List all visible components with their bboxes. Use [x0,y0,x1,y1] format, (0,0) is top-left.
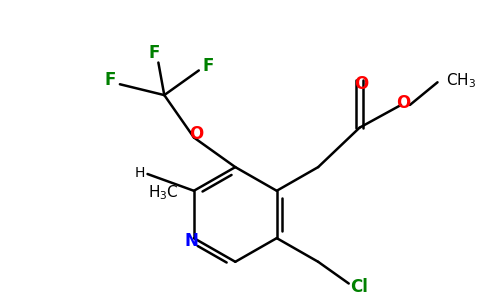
Text: O: O [354,75,369,93]
Text: Cl: Cl [349,278,367,296]
Text: H: H [134,166,145,180]
Text: F: F [149,44,160,62]
Text: $\mathregular{H_3C}$: $\mathregular{H_3C}$ [149,183,179,202]
Text: N: N [185,232,199,250]
Text: O: O [189,124,203,142]
Text: O: O [396,94,410,112]
Text: $\mathregular{CH_3}$: $\mathregular{CH_3}$ [446,71,477,90]
Text: F: F [203,56,214,74]
Text: F: F [105,71,116,89]
